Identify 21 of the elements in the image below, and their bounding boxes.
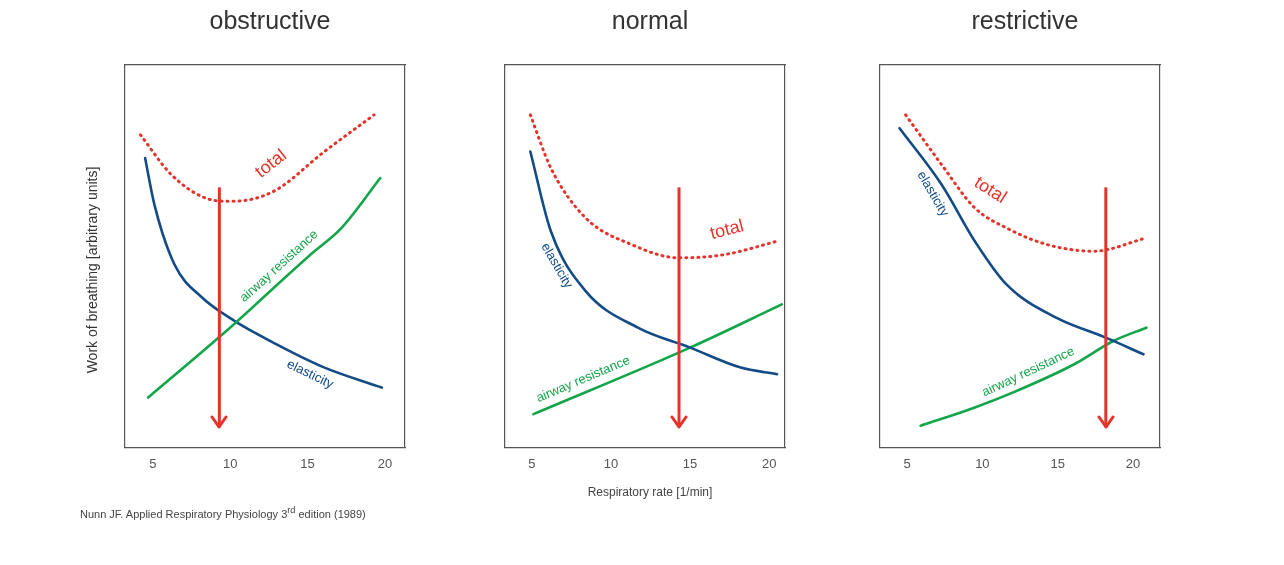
x-tick-label: 10: [603, 455, 619, 471]
y-axis-title: Work of breathing [arbitrary units]: [84, 166, 100, 374]
x-tick-label: 15: [682, 455, 698, 471]
text: total: [707, 215, 746, 244]
text: total: [250, 144, 291, 182]
text: total: [970, 172, 1011, 208]
x-tick-label: 5: [149, 455, 157, 471]
x-axis-title: Respiratory rate [1/min]: [587, 485, 713, 499]
x-tick-label: 20: [377, 455, 393, 471]
x-tick-label: 5: [528, 455, 536, 471]
x-tick-label: 20: [761, 455, 777, 471]
x-tick-label: 20: [1125, 455, 1141, 471]
x-tick-label: 10: [222, 455, 238, 471]
x-tick-label: 15: [1050, 455, 1065, 471]
chart-title: restrictive: [970, 6, 1080, 35]
x-tick-label: 15: [300, 455, 315, 471]
chart-title: normal: [610, 6, 690, 35]
x-tick-label: 5: [903, 455, 911, 471]
text: Nunn JF. Applied Respiratory Physiology 3$^{rd}$ edition (1989): [80, 505, 366, 520]
chart-title: obstructive: [208, 6, 332, 35]
x-tick-label: 10: [975, 455, 990, 471]
